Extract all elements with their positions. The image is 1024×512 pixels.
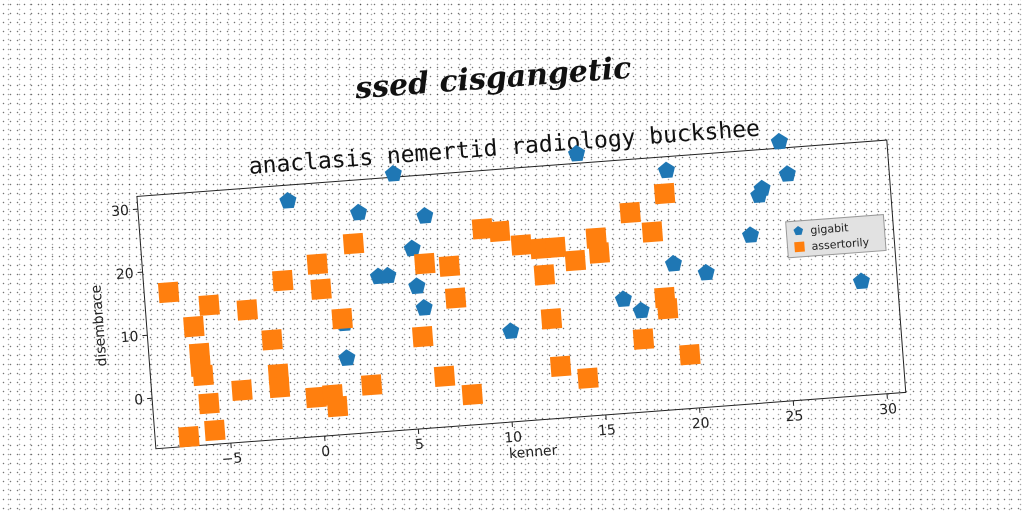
x-tick-label: 25 — [785, 408, 804, 425]
data-point-assertorily — [236, 299, 258, 321]
data-point-assertorily — [306, 253, 329, 275]
data-point-assertorily — [564, 249, 587, 272]
data-point-assertorily — [305, 386, 327, 409]
data-point-assertorily — [544, 236, 567, 259]
data-point-assertorily — [488, 220, 511, 243]
x-tick-label: 15 — [598, 422, 617, 439]
x-tick-label: 20 — [691, 415, 710, 432]
data-point-assertorily — [360, 374, 383, 396]
series-assertorily — [157, 182, 701, 448]
data-point-assertorily — [444, 287, 467, 309]
y-tick-label: 0 — [134, 392, 144, 409]
y-axis-label: disembrace — [88, 284, 110, 367]
data-point-gigabit — [415, 299, 433, 316]
chart-title: anaclasis nemertid radiology buckshee — [248, 116, 761, 180]
x-tick-label: −5 — [221, 450, 243, 468]
data-point-gigabit — [338, 349, 356, 366]
data-point-assertorily — [653, 182, 676, 205]
data-point-assertorily — [331, 307, 353, 330]
plot-frame — [136, 139, 907, 450]
data-point-assertorily — [198, 294, 220, 316]
data-point-assertorily — [157, 281, 180, 304]
data-point-gigabit — [408, 277, 426, 295]
data-point-assertorily — [510, 234, 533, 256]
data-point-gigabit — [778, 165, 796, 182]
y-tick-label: 30 — [111, 203, 130, 220]
x-tick-label: 0 — [321, 444, 331, 461]
data-point-assertorily — [178, 426, 200, 448]
data-point-assertorily — [471, 218, 494, 240]
data-point-assertorily — [549, 355, 572, 378]
legend-marker-assertorily — [794, 241, 805, 253]
data-point-assertorily — [342, 232, 365, 255]
data-point-assertorily — [268, 376, 291, 399]
x-tick-label: 10 — [504, 429, 523, 446]
data-point-gigabit — [384, 164, 402, 182]
data-point-assertorily — [261, 329, 283, 351]
data-point-assertorily — [310, 278, 332, 300]
data-point-gigabit — [632, 301, 650, 319]
data-point-assertorily — [414, 252, 436, 275]
data-point-gigabit — [614, 290, 632, 308]
data-point-gigabit — [567, 144, 586, 162]
data-point-assertorily — [204, 419, 226, 442]
data-point-assertorily — [326, 395, 349, 418]
data-point-assertorily — [231, 379, 253, 401]
data-point-gigabit — [657, 161, 675, 179]
legend-marker-gigabit — [793, 225, 804, 236]
data-markers — [157, 132, 870, 448]
data-point-assertorily — [433, 365, 456, 388]
data-point-assertorily — [192, 364, 214, 387]
data-point-assertorily — [577, 367, 599, 389]
data-point-assertorily — [656, 298, 679, 320]
data-point-assertorily — [679, 343, 701, 366]
data-point-assertorily — [183, 315, 205, 338]
y-axis: 0 10 20 30 — [111, 203, 153, 409]
legend-box — [785, 214, 887, 259]
data-point-gigabit — [379, 266, 397, 284]
data-point-assertorily — [533, 264, 556, 286]
data-point-assertorily — [461, 383, 484, 406]
legend-label-assertorily: assertorily — [811, 236, 870, 253]
data-point-gigabit — [664, 254, 682, 272]
data-point-assertorily — [540, 308, 563, 330]
data-point-assertorily — [588, 242, 611, 264]
series-gigabit — [279, 132, 870, 366]
y-tick-label: 20 — [115, 266, 134, 283]
data-point-assertorily — [641, 221, 664, 243]
data-point-gigabit — [770, 132, 788, 150]
data-point-gigabit — [349, 203, 368, 221]
data-point-gigabit — [741, 226, 760, 243]
x-axis-label: kenner — [509, 443, 559, 463]
data-point-gigabit — [852, 272, 870, 290]
y-tick-label: 10 — [120, 329, 139, 346]
x-tick-label: 5 — [414, 437, 424, 454]
data-point-assertorily — [632, 328, 655, 350]
data-point-assertorily — [619, 201, 641, 224]
plot-area: anaclasis nemertid radiology buckshee −5… — [88, 116, 907, 468]
data-point-gigabit — [279, 191, 297, 209]
data-point-gigabit — [502, 322, 520, 339]
data-point-gigabit — [753, 179, 771, 197]
legend-label-gigabit: gigabit — [810, 221, 850, 237]
data-point-assertorily — [438, 255, 461, 277]
data-point-gigabit — [416, 207, 434, 224]
data-point-assertorily — [272, 269, 294, 292]
data-point-gigabit — [403, 239, 421, 257]
data-point-gigabit — [697, 263, 715, 281]
data-point-assertorily — [411, 325, 434, 348]
data-point-assertorily — [198, 392, 220, 415]
x-tick-label: 30 — [879, 401, 898, 418]
x-axis: −5 0 5 10 15 20 25 30 — [221, 393, 898, 468]
suptitle: ssed cisgangetic — [353, 51, 632, 107]
